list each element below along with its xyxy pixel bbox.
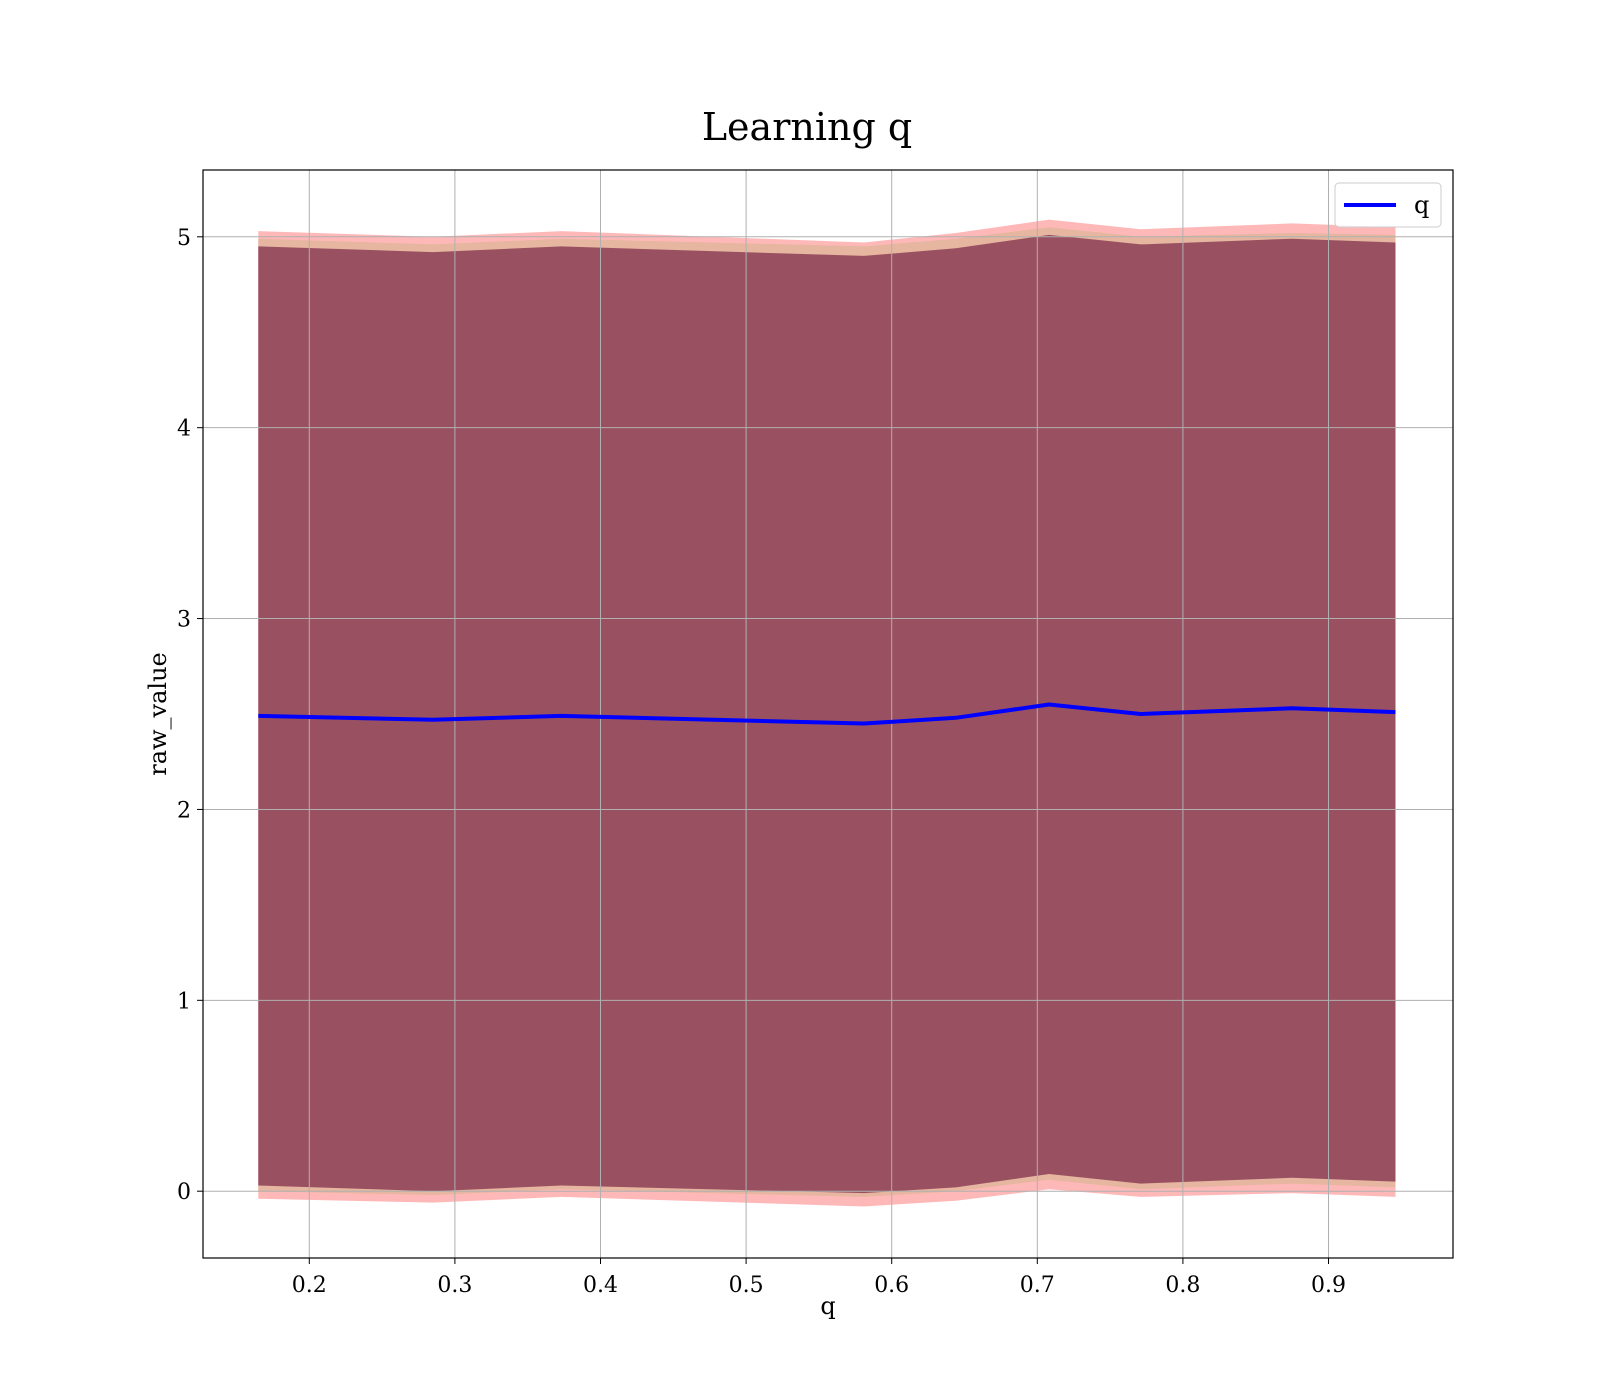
- x-tick-label: 0.5: [729, 1273, 764, 1298]
- y-tick-label: 4: [177, 417, 191, 442]
- y-tick-label: 0: [177, 1180, 191, 1205]
- y-tick-label: 2: [177, 798, 191, 823]
- band-2: [258, 234, 1396, 1194]
- legend: q: [1334, 182, 1442, 228]
- x-axis-label: q: [820, 1292, 835, 1320]
- chart-title: Learning q: [702, 105, 912, 149]
- x-tick-label: 0.6: [874, 1273, 909, 1298]
- y-tick-label: 3: [177, 608, 191, 633]
- y-axis-label: raw_value: [144, 652, 172, 776]
- x-tick-label: 0.2: [292, 1273, 327, 1298]
- series-line-q: [258, 702, 1396, 726]
- series-lines: [258, 702, 1396, 726]
- legend-label-q: q: [1414, 191, 1429, 219]
- y-tick-label: 1: [177, 989, 191, 1014]
- x-tick-label: 0.3: [437, 1273, 472, 1298]
- plot-frame: [202, 169, 1454, 1259]
- x-axis: 0.2 0.3 0.4 0.5 0.6 0.7 0.8 0.9: [292, 1258, 1346, 1298]
- x-tick-label: 0.7: [1020, 1273, 1055, 1298]
- x-tick-label: 0.9: [1311, 1273, 1346, 1298]
- x-tick-label: 0.8: [1165, 1273, 1200, 1298]
- x-tick-label: 0.4: [583, 1273, 618, 1298]
- uncertainty-bands: [258, 219, 1396, 1207]
- y-axis: 0 1 2 3 4 5: [177, 226, 203, 1205]
- y-tick-label: 5: [177, 226, 191, 251]
